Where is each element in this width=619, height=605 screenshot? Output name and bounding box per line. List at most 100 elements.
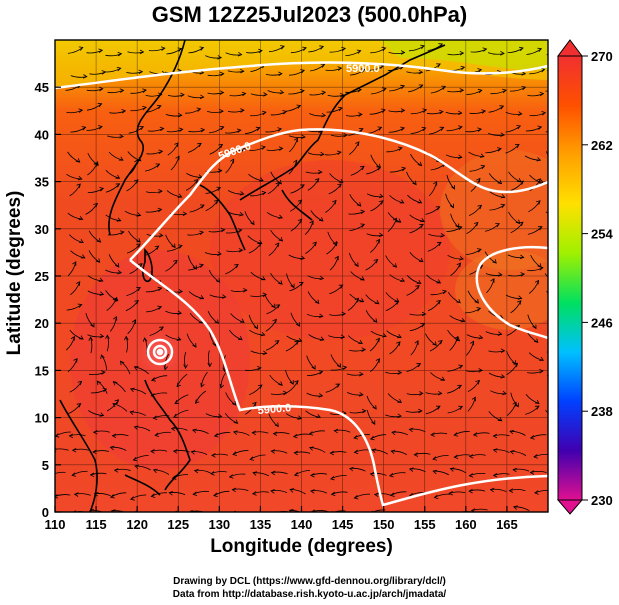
streamline-arrow [155,163,161,168]
streamline-arrow [356,202,362,207]
colorbar-tick-label: 246 [591,315,613,330]
streamline [545,131,548,133]
streamline-arrow [337,66,343,71]
streamline-arrow [378,200,384,205]
streamline-arrow [290,283,295,289]
colorbar-scale [557,55,583,501]
streamline-arrow [497,331,503,336]
streamline-arrow [502,88,507,94]
streamline-arrow [213,433,219,438]
streamline-arrow [430,432,435,437]
streamline-arrow [72,510,77,512]
streamline-arrow [112,403,117,408]
streamline-arrow [342,365,348,371]
streamline-arrow [177,47,183,52]
streamline-arrow [358,392,364,397]
streamline-arrow [499,105,505,110]
x-tick-label: 160 [455,517,477,532]
streamline-arrow [512,401,517,407]
streamline-arrow [117,269,123,275]
streamline-arrow [288,509,294,512]
streamline-arrow [116,217,122,222]
streamline-arrow [199,295,205,300]
streamline-arrow [119,360,125,366]
streamline-arrow [157,207,163,213]
streamline-arrow [142,105,147,111]
streamline-arrow [112,297,118,303]
streamline-arrow [217,55,223,60]
streamline-arrow [93,492,99,497]
streamline-arrow [418,408,423,414]
streamline-arrow [439,126,445,131]
streamline-arrow [468,488,473,494]
streamline-arrow [100,370,106,375]
streamline-arrow [132,456,138,462]
streamline-arrow [136,238,141,243]
streamline-arrow [71,448,77,453]
streamline-arrow [358,339,363,344]
streamline-arrow [154,432,160,437]
streamline-arrow [441,85,447,90]
streamline-arrow [239,191,245,196]
streamline-arrow [139,49,145,55]
streamline-arrow [541,111,547,116]
streamline-arrow [119,230,125,235]
streamline-arrow [319,45,325,50]
streamline-arrow [158,232,164,238]
streamline-arrow [308,431,314,436]
streamline-arrow [436,405,441,410]
streamline-arrow [178,244,183,249]
streamline-arrow [371,420,376,426]
streamline-arrow [157,286,163,292]
streamline-arrow [497,147,502,152]
streamline-arrow [171,475,177,480]
streamline-arrow [82,74,88,79]
streamline-arrow [239,211,244,217]
streamline-arrow [422,108,428,113]
x-tick-label: 145 [332,517,354,532]
streamline-arrow [358,128,364,133]
streamline-arrow [330,491,336,497]
streamline-arrow [314,299,320,305]
streamline-arrow [258,48,263,54]
streamline-arrow [388,472,394,478]
streamline-arrow [373,492,379,497]
streamline-arrow [397,398,402,403]
streamline-arrow [421,311,427,317]
streamline-arrow [158,149,164,155]
streamline-arrow [168,491,174,496]
streamline-arrow [552,318,555,322]
streamline-arrow [360,223,366,228]
streamline-arrow [170,426,176,432]
streamline-arrow [396,218,402,223]
streamline-arrow [497,179,503,185]
streamline-arrow [520,272,526,277]
streamline-arrow [163,365,169,371]
streamline-arrow [73,358,78,363]
streamline-arrow [454,335,459,341]
streamline-arrow [251,430,256,436]
streamline-arrow [537,125,543,130]
streamline-arrow [419,223,424,228]
streamline-arrow [109,445,115,451]
contour-label: 5900.0 [257,402,292,417]
streamline-arrow [456,298,461,304]
streamline-arrow [142,337,148,342]
streamline-arrow [457,110,463,116]
streamline-arrow [369,472,375,477]
streamline-arrow [509,450,515,455]
streamline-arrow [173,259,178,265]
streamline-arrow [129,387,135,393]
streamline-arrow [412,180,417,186]
streamline-arrow [261,145,266,150]
streamline-arrow [433,494,439,500]
streamline-arrow [336,150,342,156]
streamline-arrow [529,470,535,475]
streamline-arrow [92,449,97,455]
streamline-arrow [502,390,507,396]
streamline-arrow [399,199,405,204]
streamline-arrow [177,112,183,118]
streamline-arrow [219,108,224,114]
streamline [493,513,509,516]
streamline-arrow [238,335,243,341]
